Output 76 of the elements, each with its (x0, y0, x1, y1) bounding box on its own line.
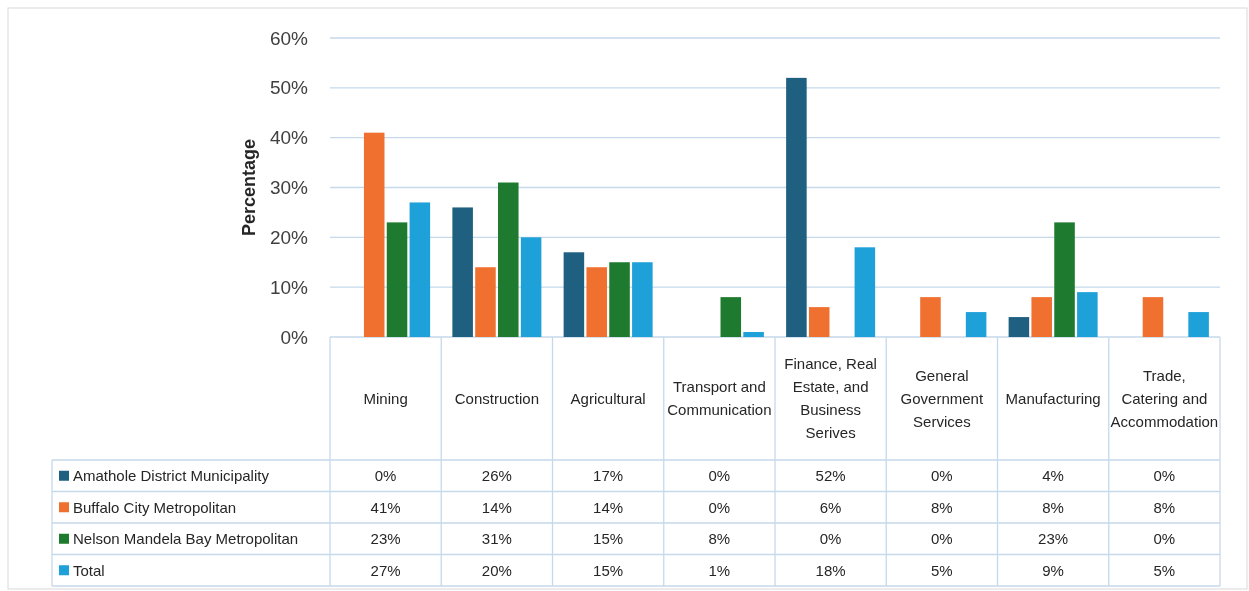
x-tick-label: Transport and Communication (667, 378, 772, 419)
data-label: 0% (931, 467, 953, 484)
x-tick-label: Manufacturing (1005, 389, 1101, 407)
data-label: 8% (931, 498, 953, 516)
bar (563, 252, 585, 337)
bar (520, 237, 542, 337)
bar (1188, 312, 1209, 337)
data-label: 0% (374, 467, 397, 484)
bar (743, 332, 764, 337)
y-tick-label: 40% (269, 127, 309, 149)
legend-label: Amathole District Municipality (73, 467, 270, 484)
data-label: 14% (481, 498, 512, 516)
bar (586, 267, 607, 337)
bar (609, 262, 630, 337)
data-label: 8% (708, 530, 731, 547)
data-label: 0% (1153, 467, 1176, 484)
y-tick-label: 0% (280, 326, 309, 348)
bar (808, 307, 830, 337)
data-label: 18% (815, 561, 846, 579)
data-label: 41% (370, 498, 401, 516)
x-tick-label: Trade, Catering and Accommodation (1110, 366, 1219, 430)
data-label: 15% (593, 561, 624, 579)
bar (965, 312, 987, 337)
y-axis-title: Percentage (239, 138, 259, 237)
bar (1142, 297, 1164, 337)
bar (386, 222, 408, 337)
bar (409, 202, 431, 337)
bar (1077, 292, 1098, 337)
legend-label: Nelson Mandela Bay Metropolitan (73, 530, 299, 547)
data-label: 8% (1153, 498, 1176, 516)
data-label: 20% (481, 561, 512, 579)
data-label: 14% (593, 498, 624, 516)
y-tick-label: 60% (269, 27, 309, 49)
bar (1031, 297, 1052, 337)
data-label: 6% (819, 498, 842, 516)
bar (786, 77, 807, 337)
y-tick-label: 20% (269, 226, 309, 248)
data-label: 0% (931, 530, 953, 547)
bar (920, 297, 941, 337)
bar (1008, 317, 1030, 337)
data-label: 5% (931, 561, 953, 579)
x-tick-label: Mining (363, 389, 408, 407)
data-label: 0% (819, 530, 842, 547)
data-label: 31% (481, 530, 512, 547)
data-label: 26% (481, 467, 512, 484)
x-tick-label: Finance, Real Estate, and Business Serives (784, 355, 877, 442)
x-tick-label: General Government Services (900, 366, 984, 430)
x-tick-label: Agricultural (570, 389, 646, 407)
bar (720, 297, 742, 337)
bar (498, 182, 519, 337)
data-label: 0% (1153, 530, 1176, 547)
data-label: 27% (370, 561, 401, 579)
data-label: 9% (1042, 561, 1064, 579)
y-tick-label: 10% (269, 276, 309, 298)
legend-label: Total (73, 561, 105, 579)
data-label: 23% (370, 530, 401, 547)
data-label: 15% (593, 530, 624, 547)
data-label: 17% (593, 467, 624, 484)
data-label: 1% (708, 561, 731, 579)
data-label: 4% (1042, 467, 1064, 484)
data-label: 0% (708, 498, 731, 516)
data-label: 0% (708, 467, 731, 484)
bar (632, 262, 653, 337)
bar (452, 207, 473, 337)
y-tick-label: 50% (269, 77, 309, 99)
y-tick-label: 30% (269, 177, 309, 199)
bar (475, 267, 496, 337)
data-label: 23% (1038, 530, 1069, 547)
data-label: 8% (1042, 498, 1064, 516)
legend-label: Buffalo City Metropolitan (73, 498, 237, 516)
bar (1054, 222, 1075, 337)
bar (854, 247, 876, 337)
x-tick-label: Construction (454, 389, 539, 407)
data-label: 5% (1153, 561, 1176, 579)
data-label: 52% (815, 467, 846, 484)
bar (363, 132, 385, 337)
